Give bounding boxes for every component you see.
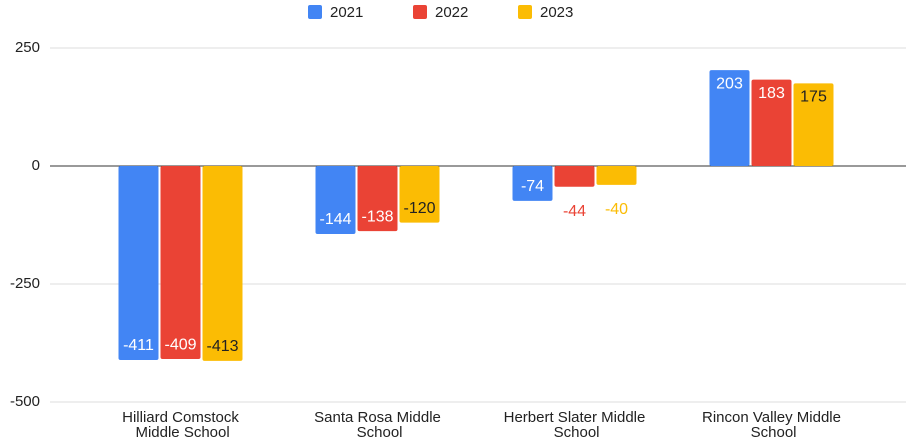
bar <box>596 166 637 185</box>
bar <box>399 166 440 223</box>
data-label: -409 <box>164 336 196 353</box>
data-label: -120 <box>403 200 435 217</box>
data-label: -74 <box>521 178 544 195</box>
bar <box>512 166 553 201</box>
y-tick-label: -500 <box>10 393 40 410</box>
x-tick-label: Herbert Slater Middle School <box>504 409 646 441</box>
bar <box>160 166 201 360</box>
data-label: 175 <box>800 89 827 106</box>
y-tick-label: -250 <box>10 275 40 292</box>
data-label: -144 <box>319 211 351 228</box>
data-label: -413 <box>206 338 238 355</box>
legend-swatch <box>413 5 427 19</box>
y-tick-label: 250 <box>15 39 40 56</box>
data-label: -411 <box>123 337 154 354</box>
bar <box>357 166 398 232</box>
bar <box>554 166 595 187</box>
bar <box>315 166 356 234</box>
data-label: 183 <box>758 85 785 102</box>
data-label: -138 <box>361 208 393 225</box>
data-label: -40 <box>605 201 628 218</box>
bar <box>793 83 834 166</box>
legend-label: 2021 <box>330 4 363 21</box>
bar <box>202 166 243 361</box>
legend-label: 2023 <box>540 4 573 21</box>
x-tick-label: Hilliard Comstock Middle School <box>122 409 239 441</box>
legend-label: 2022 <box>435 4 468 21</box>
bar <box>709 70 750 166</box>
x-tick-label: Santa Rosa Middle School <box>314 409 441 441</box>
bar <box>751 79 792 166</box>
legend-swatch <box>308 5 322 19</box>
bar <box>118 166 159 360</box>
x-tick-label: Rincon Valley Middle School <box>702 409 841 441</box>
data-label: 203 <box>716 75 743 92</box>
y-tick-label: 0 <box>32 157 40 174</box>
data-label: -44 <box>563 203 586 220</box>
legend-swatch <box>518 5 532 19</box>
